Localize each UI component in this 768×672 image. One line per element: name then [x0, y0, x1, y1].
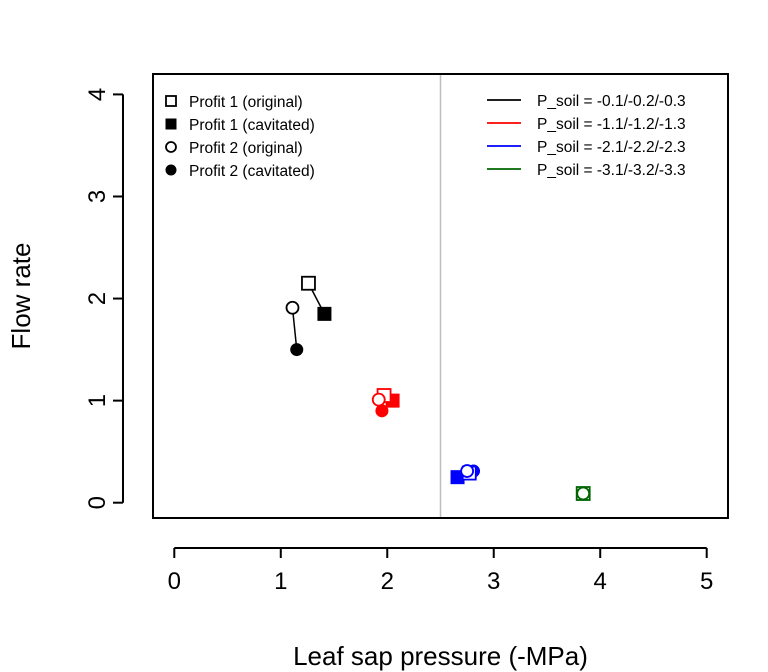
- legend-profit: Profit 1 (original) Profit 1 (cavitated) P…: [165, 94, 315, 180]
- point-profit2-cavitated: [375, 404, 389, 418]
- legend-label: P_soil = -1.1/-1.2/-1.3: [537, 116, 686, 133]
- point-profit2-original: [371, 392, 386, 407]
- legend-label: P_soil = -2.1/-2.2/-2.3: [537, 139, 686, 156]
- point-profit2-cavitated: [290, 343, 304, 357]
- y-tick-label: 2: [84, 292, 111, 305]
- plot-frame: [152, 73, 729, 519]
- x-tick-label: 4: [594, 568, 607, 595]
- x-tick-label: 0: [168, 568, 181, 595]
- legend-label: P_soil = -0.1/-0.2/-0.3: [537, 93, 686, 110]
- point-profit2-original: [460, 464, 475, 478]
- y-tick-label: 0: [84, 496, 111, 509]
- legend-label: Profit 1 (original): [189, 94, 303, 111]
- x-tick-label: 1: [274, 568, 287, 595]
- y-axis-title: Flow rate: [6, 243, 36, 350]
- legend-marker-square-filled: [165, 118, 177, 130]
- y-tick-label: 4: [84, 88, 111, 101]
- legend-label: Profit 2 (original): [189, 140, 303, 157]
- legend-label: Profit 2 (cavitated): [189, 163, 315, 180]
- legend-marker-square-open: [165, 95, 177, 107]
- x-tick-label: 5: [700, 568, 713, 595]
- x-tick-label: 3: [487, 568, 500, 595]
- legend-label: Profit 1 (cavitated): [189, 117, 315, 134]
- x-axis-title: Leaf sap pressure (-MPa): [293, 641, 588, 671]
- point-profit1-original: [301, 275, 316, 291]
- point-profit2-original: [285, 300, 300, 315]
- axes: 0 1 2 3 4 5 0 1 2 3 4: [84, 73, 729, 595]
- legend-p-soil: P_soil = -0.1/-0.2/-0.3 P_soil = -1.1/-1.…: [487, 93, 686, 179]
- chart-marks: [285, 275, 591, 501]
- point-profit2-original: [576, 486, 591, 501]
- legend-marker-circle-open: [165, 141, 177, 153]
- x-tick-label: 2: [381, 568, 394, 595]
- y-tick-label: 3: [84, 190, 111, 203]
- y-tick-label: 1: [84, 394, 111, 407]
- legend-label: P_soil = -3.1/-3.2/-3.3: [537, 162, 686, 179]
- profit2-segment: [291, 307, 298, 350]
- point-profit1-cavitated: [317, 306, 332, 321]
- legend-marker-circle-filled: [165, 164, 177, 176]
